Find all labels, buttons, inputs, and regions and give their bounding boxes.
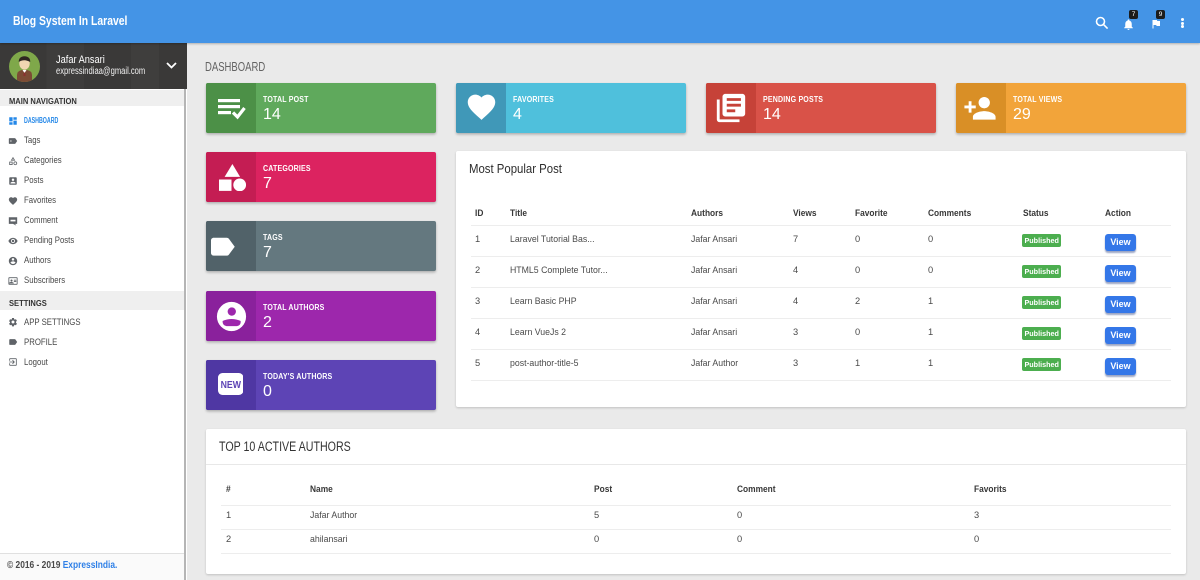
- svg-text:NEW: NEW: [221, 380, 241, 391]
